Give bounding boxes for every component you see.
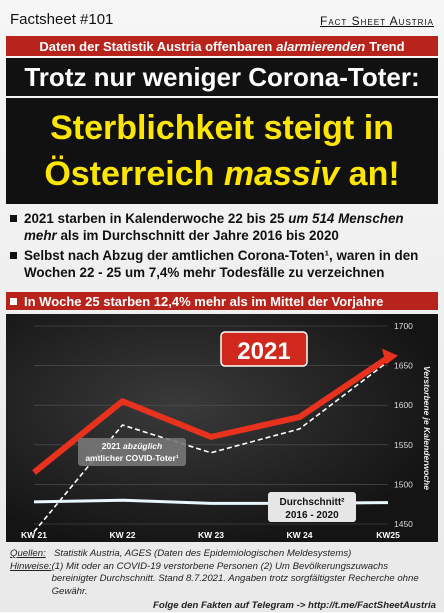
y-axis-label: Verstorbene je Kalenderwoche xyxy=(422,366,432,490)
adjusted-label-line1: 2021 abzüglich xyxy=(102,441,162,451)
y-tick-label: 1450 xyxy=(394,519,413,529)
banner-pre: Daten der Statistik Austria offenbaren xyxy=(39,38,273,54)
x-tick-label: KW 22 xyxy=(110,530,136,540)
sheet-number: Factsheet #101 xyxy=(10,11,114,28)
notes-label: Hinweise: xyxy=(10,560,52,572)
bullet-1-pre: 2021 starben in Kalenderwoche 22 bis 25 xyxy=(24,211,285,226)
headline-line-3-pre: Österreich xyxy=(44,155,215,193)
y-tick-label: 1500 xyxy=(394,479,413,489)
x-tick-label: KW 21 xyxy=(21,530,47,540)
notes-row: Hinweise: (1) Mit oder an COVID-19 verst… xyxy=(10,561,436,599)
line-2021-arrow-icon xyxy=(382,348,398,365)
year-label: 2021 xyxy=(237,338,290,365)
bullet-square-icon xyxy=(10,252,17,259)
y-tick-label: 1600 xyxy=(394,400,413,410)
sources-text: Statistik Austria, AGES (Daten des Epide… xyxy=(54,548,352,559)
bullet-square-icon xyxy=(10,298,17,305)
top-bar: Factsheet #101 Fact Sheet Austria xyxy=(0,0,444,32)
year-label-box xyxy=(220,331,308,367)
brand-name: Fact Sheet Austria xyxy=(319,14,434,28)
x-tick-label: KW 24 xyxy=(287,530,313,540)
y-tick-label: 1700 xyxy=(394,321,413,331)
average-label-line1: Durchschnitt² xyxy=(280,497,346,508)
bullet-list: 2021 starben in Kalenderwoche 22 bis 25 … xyxy=(6,210,438,284)
headline-line-3: Österreich massiv an! xyxy=(44,151,399,197)
average-label-box xyxy=(268,492,356,522)
trend-banner: Daten der Statistik Austria offenbaren a… xyxy=(6,36,438,56)
highlight-bullet-text: In Woche 25 starben 12,4% mehr als im Mi… xyxy=(24,293,384,309)
headline-line-2: Sterblichkeit steigt in xyxy=(50,109,394,147)
y-tick-label: 1550 xyxy=(394,440,413,450)
highlight-bullet: In Woche 25 starben 12,4% mehr als im Mi… xyxy=(6,292,438,310)
adjusted-label-box xyxy=(78,438,186,466)
mortality-chart-svg: 1450 1500 1550 1600 1650 1700 Verstorbene je K… xyxy=(21,321,432,540)
line-2021 xyxy=(32,355,390,475)
x-tick-label: KW25 xyxy=(376,530,400,540)
x-tick-label: KW 23 xyxy=(198,530,224,540)
bullet-item: 2021 starben in Kalenderwoche 22 bis 25 … xyxy=(6,210,438,244)
bullet-square-icon xyxy=(10,215,17,222)
sources-label: Quellen: xyxy=(10,548,46,559)
banner-post: Trend xyxy=(369,38,405,54)
footer: Quellen: Statistik Austria, AGES (Daten … xyxy=(10,548,436,613)
banner-em: alarmierenden xyxy=(276,38,366,54)
bullet-item: Selbst nach Abzug der amtlichen Corona-T… xyxy=(6,247,438,281)
headline-main: Sterblichkeit steigt in Österreich massi… xyxy=(6,98,438,204)
notes-text: (1) Mit oder an COVID-19 verstorbene Per… xyxy=(51,560,419,597)
mortality-chart: 1450 1500 1550 1600 1650 1700 Verstorbene je K… xyxy=(6,314,438,542)
bullet-1-em: um 514 Menschen mehr xyxy=(24,211,404,243)
sources-row: Quellen: Statistik Austria, AGES (Daten … xyxy=(10,548,436,561)
average-label-line2: 2016 - 2020 xyxy=(285,510,339,521)
bullet-1-post: als im Durchschnitt der Jahre 2016 bis 2… xyxy=(60,228,339,243)
headline-line-1: Trotz nur weniger Corona-Toter: xyxy=(6,58,438,96)
headline-line-3-post: an! xyxy=(348,155,400,193)
telegram-link[interactable]: Folge den Fakten auf Telegram -> http://… xyxy=(153,600,436,611)
adjusted-label-line2: amtlicher COVID-Toter¹ xyxy=(85,453,179,463)
bullet-2-text: Selbst nach Abzug der amtlichen Corona-T… xyxy=(24,248,419,280)
y-tick-label: 1650 xyxy=(394,361,413,371)
headline-line-3-em: massiv xyxy=(223,155,340,193)
